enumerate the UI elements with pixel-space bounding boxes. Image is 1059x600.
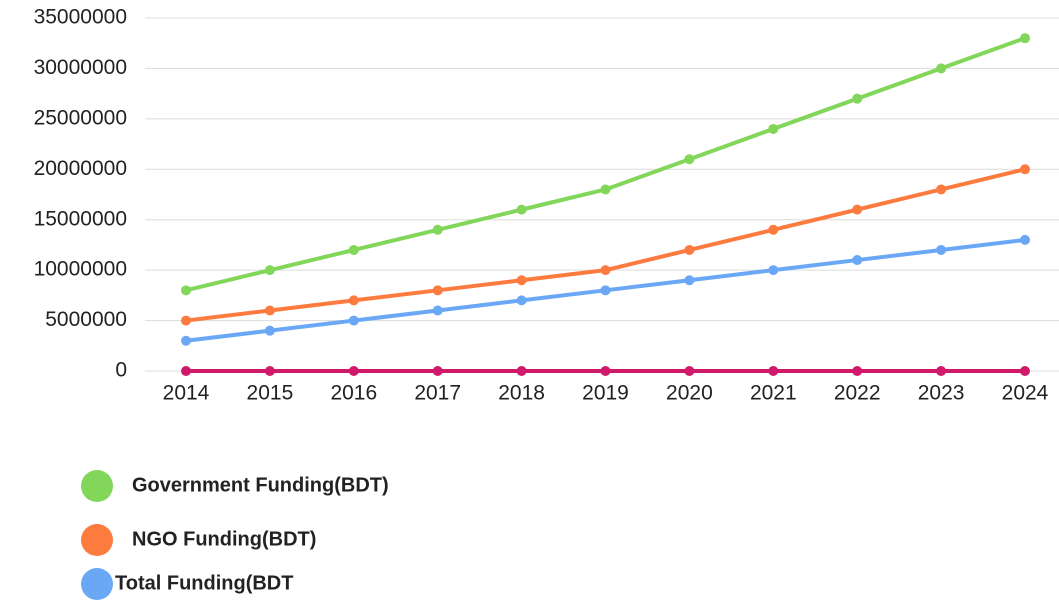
- data-point: [600, 265, 611, 276]
- data-point: [348, 315, 359, 326]
- data-point: [181, 335, 191, 346]
- data-point: [600, 184, 611, 195]
- data-point: [936, 63, 947, 74]
- data-point: [852, 204, 863, 215]
- data-point: [768, 366, 779, 376]
- x-tick-label: 2015: [247, 382, 294, 405]
- data-point: [936, 184, 947, 195]
- y-tick-label: 10000000: [34, 258, 127, 281]
- x-tick-label: 2018: [498, 382, 545, 405]
- data-point: [516, 295, 527, 306]
- data-point: [852, 366, 863, 376]
- data-point: [684, 366, 695, 376]
- x-tick-label: 2021: [750, 382, 797, 405]
- data-point: [1020, 164, 1030, 175]
- data-point: [768, 224, 779, 235]
- data-point: [768, 265, 779, 276]
- data-point: [768, 123, 779, 134]
- y-tick-label: 5000000: [45, 308, 127, 331]
- data-point: [264, 265, 275, 276]
- data-point: [1020, 366, 1030, 376]
- data-point: [936, 244, 947, 255]
- y-tick-label: 25000000: [34, 106, 127, 129]
- data-point: [516, 366, 527, 376]
- data-point: [516, 275, 527, 286]
- data-point: [264, 366, 275, 376]
- legend-marker: [81, 568, 113, 600]
- data-point: [181, 366, 191, 376]
- legend-label: NGO Funding(BDT): [132, 528, 316, 550]
- series-line: [185, 36, 1026, 293]
- data-point: [348, 366, 359, 376]
- y-tick-label: 0: [115, 359, 127, 382]
- data-point: [516, 204, 527, 215]
- data-point: [1020, 234, 1030, 245]
- legend-label: Government Funding(BDT): [132, 474, 389, 496]
- legend-label: Total Funding(BDT: [115, 572, 293, 594]
- data-point: [684, 275, 695, 286]
- legend-marker: [81, 470, 113, 502]
- data-point: [181, 285, 191, 296]
- x-tick-label: 2017: [414, 382, 461, 405]
- y-tick-label: 20000000: [34, 157, 127, 180]
- legend-marker: [81, 524, 113, 556]
- x-tick-label: 2023: [918, 382, 965, 405]
- x-tick-label: 2014: [163, 382, 210, 405]
- data-point: [181, 315, 191, 326]
- x-tick-label: 2022: [834, 382, 881, 405]
- y-tick-label: 35000000: [34, 6, 127, 29]
- data-point: [600, 366, 611, 376]
- data-point: [852, 93, 863, 104]
- data-point: [432, 285, 443, 296]
- data-point: [264, 305, 275, 316]
- data-point: [348, 244, 359, 255]
- data-point: [684, 154, 695, 165]
- data-point: [1020, 33, 1030, 44]
- data-point: [432, 366, 443, 376]
- y-tick-label: 30000000: [34, 56, 127, 79]
- x-tick-label: 2016: [330, 382, 377, 405]
- data-point: [432, 305, 443, 316]
- data-point: [348, 295, 359, 306]
- data-point: [432, 224, 443, 235]
- x-tick-label: 2019: [582, 382, 629, 405]
- data-point: [852, 255, 863, 266]
- x-tick-label: 2020: [666, 382, 713, 405]
- y-tick-label: 15000000: [34, 207, 127, 230]
- data-point: [264, 325, 275, 336]
- x-tick-label: 2024: [1002, 382, 1049, 405]
- data-point: [600, 285, 611, 296]
- data-point: [684, 244, 695, 255]
- data-point: [936, 366, 947, 376]
